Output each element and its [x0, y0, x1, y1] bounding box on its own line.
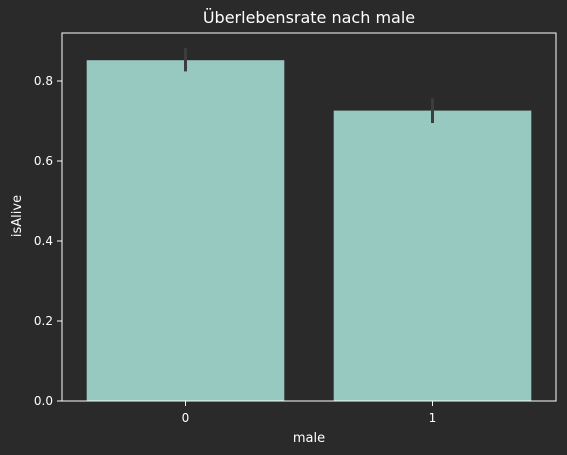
- y-axis-label: isAlive: [10, 195, 25, 237]
- bar: [86, 60, 285, 401]
- plot-area: 0 1 0.0 0.2 0.4 0.6 0.8: [34, 32, 557, 425]
- y-tick-label: 0.4: [34, 234, 53, 248]
- y-tick-label: 0.2: [34, 314, 53, 328]
- x-tick-label: 1: [429, 411, 437, 425]
- y-tick-label: 0.0: [34, 394, 53, 408]
- chart-title: Überlebensrate nach male: [203, 8, 415, 27]
- x-axis-label: male: [293, 431, 325, 446]
- bar: [333, 110, 532, 401]
- y-tick-label: 0.6: [34, 154, 53, 168]
- axes-frame: [61, 32, 557, 402]
- x-tick-label: 0: [182, 411, 190, 425]
- y-tick-label: 0.8: [34, 74, 53, 88]
